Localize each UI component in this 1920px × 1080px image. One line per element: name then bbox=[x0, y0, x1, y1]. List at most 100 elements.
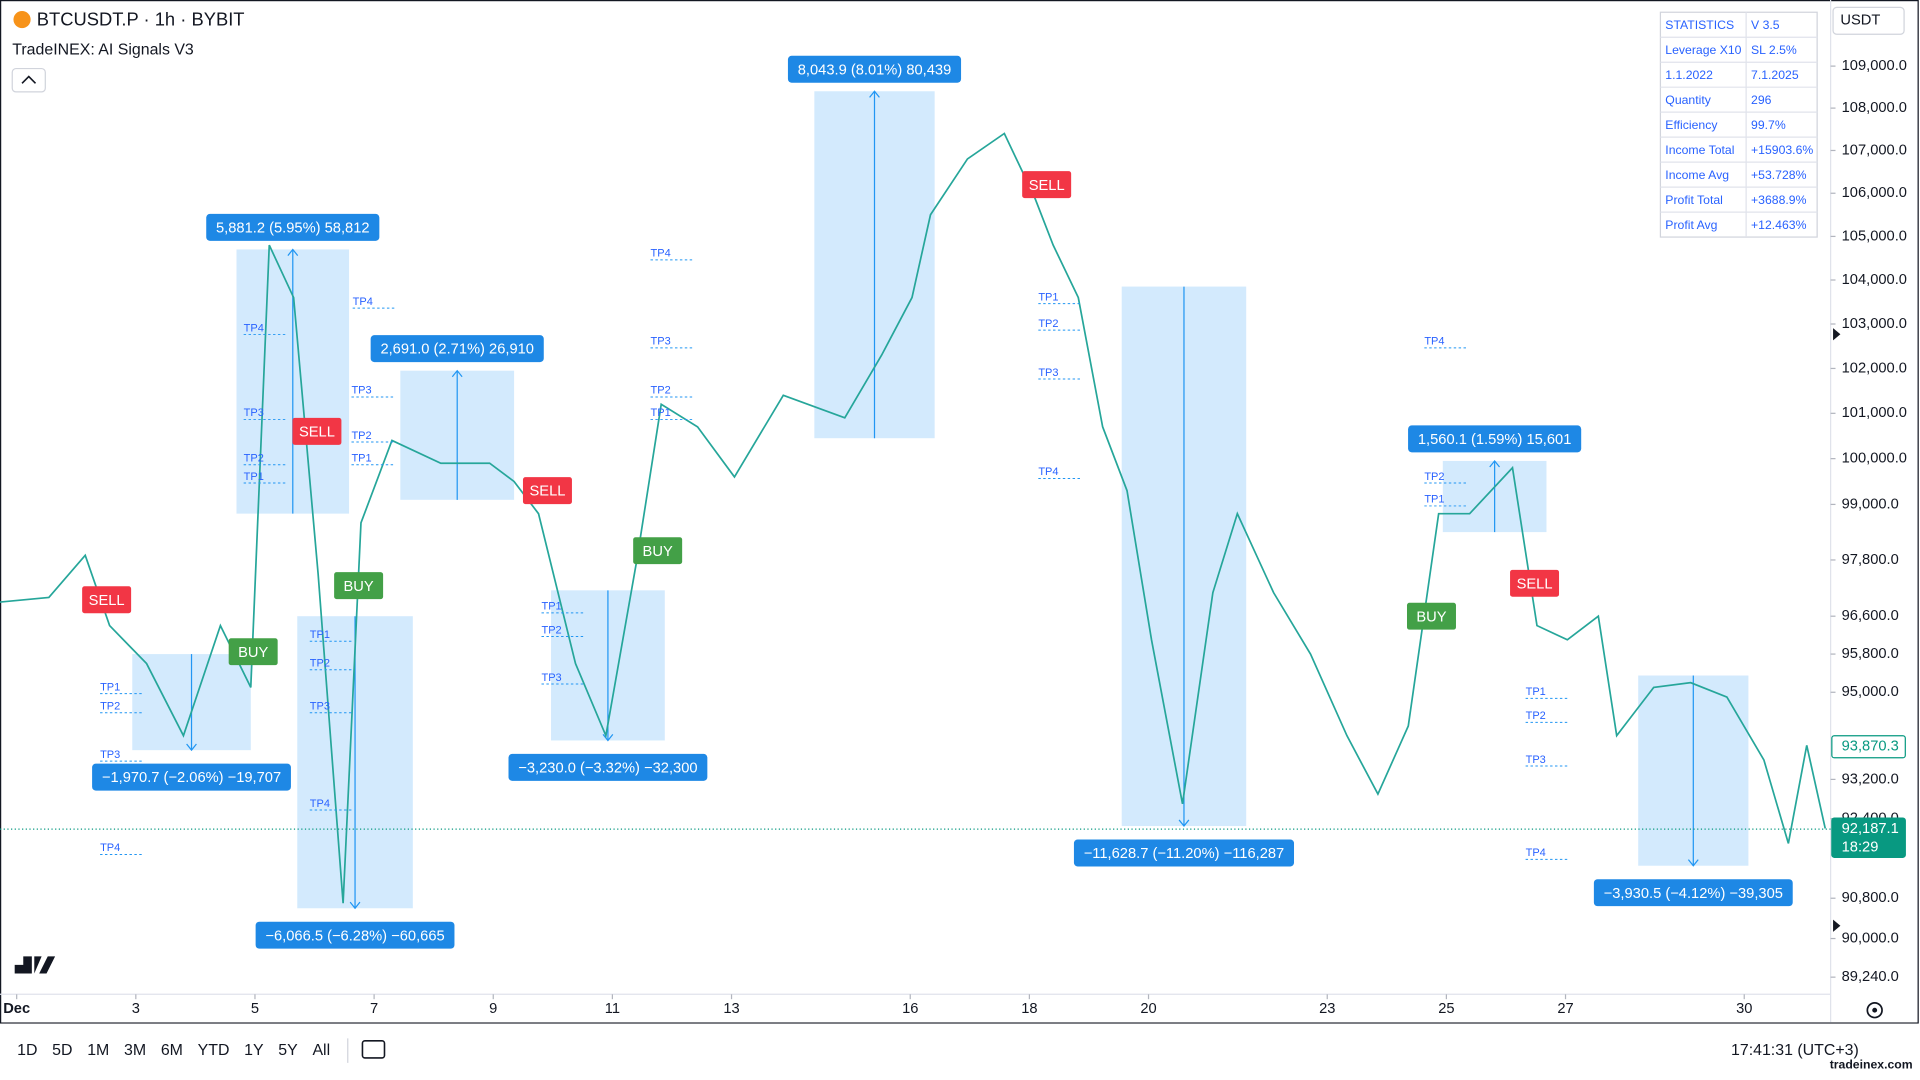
x-tick-label: 5 bbox=[251, 1001, 259, 1017]
timeframe-button[interactable]: 1D bbox=[17, 1042, 37, 1059]
tp-label: TP3 bbox=[310, 701, 330, 713]
countdown: 18:29 bbox=[1842, 839, 1879, 855]
tp-label: TP4 bbox=[244, 322, 264, 334]
symbol-title: BTCUSDT.P · 1h · BYBIT bbox=[37, 9, 245, 30]
signal-tag bbox=[82, 586, 132, 614]
signal-tag bbox=[1406, 602, 1456, 630]
timeframe-button[interactable]: 1Y bbox=[244, 1042, 264, 1059]
tp-label: TP1 bbox=[244, 471, 264, 483]
tp-label: TP4 bbox=[1424, 336, 1444, 348]
tp-label: TP2 bbox=[351, 430, 371, 442]
scroll-arrow[interactable] bbox=[1833, 919, 1841, 932]
tp-label: TP2 bbox=[1424, 471, 1444, 483]
measure-label-bg bbox=[508, 753, 708, 781]
x-tick-label: 11 bbox=[605, 1001, 620, 1017]
y-tick-label: 102,000.0 bbox=[1842, 360, 1907, 376]
date-range-icon[interactable] bbox=[361, 1040, 386, 1059]
measure-label: −3,230.0 (−3.32%) −32,300 bbox=[518, 761, 697, 777]
stats-key: 1.1.2022 bbox=[1665, 68, 1713, 82]
measure-label-bg bbox=[1593, 879, 1793, 907]
timeframe-button[interactable]: 6M bbox=[161, 1042, 183, 1059]
stats-key: Income Total bbox=[1665, 143, 1734, 157]
x-tick-label: 20 bbox=[1140, 1001, 1156, 1017]
y-tick-label: 104,000.0 bbox=[1842, 272, 1907, 288]
signal-label: BUY bbox=[238, 645, 268, 661]
timeframe-button[interactable]: YTD bbox=[198, 1042, 230, 1059]
signal-label: SELL bbox=[299, 424, 335, 440]
currency-box[interactable] bbox=[1832, 6, 1905, 35]
measure-label: 8,043.9 (8.01%) 80,439 bbox=[798, 62, 952, 78]
signal-tag bbox=[1022, 171, 1072, 199]
clock: 17:41:31 (UTC+3) bbox=[1731, 1042, 1859, 1059]
tp-label: TP4 bbox=[1526, 847, 1546, 859]
timeframe-button[interactable]: 5D bbox=[52, 1042, 72, 1059]
measure-arrowhead bbox=[869, 90, 880, 98]
currency: USDT bbox=[1840, 13, 1880, 29]
tp-label: TP1 bbox=[651, 407, 671, 419]
x-tick-label: 9 bbox=[489, 1001, 497, 1017]
price-label: 92,187.1 bbox=[1842, 821, 1899, 837]
measure-label-bg bbox=[206, 213, 380, 241]
overlay: BTCUSDT.P · 1h · BYBIT TradeINEX: AI Sig… bbox=[0, 6, 1920, 1080]
signal-tag bbox=[522, 477, 572, 505]
measure-label-bg bbox=[92, 763, 291, 791]
signal-tag bbox=[1510, 569, 1560, 597]
y-tick-label: 107,000.0 bbox=[1842, 142, 1907, 158]
tp-label: TP2 bbox=[244, 453, 264, 465]
tp-label: TP1 bbox=[351, 453, 371, 465]
tp-label: TP2 bbox=[541, 624, 561, 636]
tp-label: TP3 bbox=[244, 407, 264, 419]
measure-label: −11,628.7 (−11.20%) −116,287 bbox=[1084, 846, 1284, 862]
measure-label: −6,066.5 (−6.28%) −60,665 bbox=[265, 928, 444, 944]
signal-tag bbox=[292, 417, 342, 445]
signal-label: BUY bbox=[1416, 609, 1446, 625]
signal-label: SELL bbox=[1029, 178, 1065, 194]
stats-value: +53.728% bbox=[1751, 168, 1807, 182]
measure-arrowhead bbox=[287, 248, 299, 256]
x-tick-label: 3 bbox=[132, 1001, 140, 1017]
timeframe-button[interactable]: 3M bbox=[124, 1042, 146, 1059]
x-tick-label: 13 bbox=[723, 1001, 739, 1017]
x-tick-label: 25 bbox=[1438, 1001, 1454, 1017]
stats-key: Efficiency bbox=[1665, 118, 1718, 132]
tp-label: TP3 bbox=[1038, 367, 1058, 379]
signal-label: BUY bbox=[643, 544, 673, 560]
tp-label: TP4 bbox=[651, 248, 671, 260]
measure-arrowhead bbox=[1687, 859, 1699, 867]
tp-label: TP1 bbox=[1038, 291, 1058, 303]
price-line bbox=[0, 132, 1827, 904]
x-tick-label: 30 bbox=[1736, 1001, 1752, 1017]
tp-label: TP4 bbox=[353, 296, 373, 308]
tp-label: TP4 bbox=[310, 798, 330, 810]
y-tick-label: 105,000.0 bbox=[1842, 228, 1907, 244]
stats-value: +15903.6% bbox=[1751, 143, 1813, 157]
tp-label: TP2 bbox=[651, 385, 671, 397]
measure-arrowhead bbox=[349, 901, 361, 910]
stats-value: +3688.9% bbox=[1751, 193, 1807, 207]
y-tick-label: 108,000.0 bbox=[1842, 100, 1907, 116]
price-label-bg bbox=[1831, 817, 1906, 858]
scroll-arrow[interactable] bbox=[1833, 328, 1841, 341]
x-tick-label: Dec bbox=[3, 1001, 30, 1017]
stats-key: Profit Avg bbox=[1665, 218, 1717, 232]
price-label-bg bbox=[1831, 735, 1906, 759]
collapse-icon bbox=[21, 75, 37, 84]
stats-key: Leverage X10 bbox=[1665, 43, 1741, 57]
timeframe-button[interactable]: All bbox=[312, 1042, 330, 1059]
stats-value: 99.7% bbox=[1751, 118, 1786, 132]
measure-label: −1,970.7 (−2.06%) −19,707 bbox=[102, 770, 281, 786]
measure-arrowhead bbox=[1178, 819, 1190, 828]
tv-logo bbox=[14, 956, 56, 974]
collapse-button[interactable] bbox=[11, 67, 46, 93]
x-tick-label: 23 bbox=[1319, 1001, 1335, 1017]
y-tick-label: 103,000.0 bbox=[1842, 316, 1907, 332]
watermark: tradeinex.com bbox=[1830, 1058, 1913, 1072]
timeframe-button[interactable]: 5Y bbox=[278, 1042, 298, 1059]
settings-icon[interactable] bbox=[1866, 1002, 1883, 1019]
timeframe-button[interactable]: 1M bbox=[87, 1042, 109, 1059]
symbol-icon bbox=[13, 11, 31, 29]
y-tick-label: 96,600.0 bbox=[1842, 608, 1899, 624]
measure-label: 2,691.0 (2.71%) 26,910 bbox=[380, 342, 534, 358]
